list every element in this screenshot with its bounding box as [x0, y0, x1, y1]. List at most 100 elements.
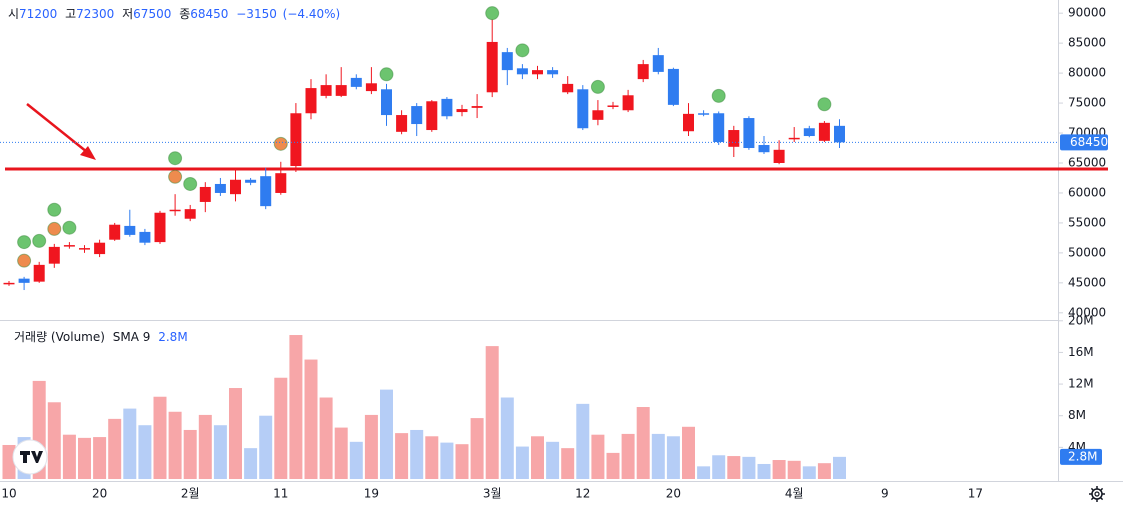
- y-tick-label: 45000: [1068, 275, 1106, 289]
- volume-bar: [334, 427, 348, 479]
- candle-body: [592, 110, 604, 120]
- candle-body: [63, 245, 75, 247]
- volume-bar: [742, 456, 756, 479]
- candle-body: [637, 64, 649, 80]
- volume-bar: [410, 429, 424, 479]
- candle-body: [18, 278, 30, 283]
- y-tick-label: 55000: [1068, 215, 1106, 229]
- candle-body: [94, 242, 106, 255]
- volume-bar: [787, 460, 801, 479]
- annotation-arrow: [26, 103, 93, 157]
- volume-bar: [319, 397, 333, 479]
- candle-body: [532, 70, 543, 75]
- candle-body: [48, 246, 60, 264]
- candle-body: [743, 118, 755, 149]
- candle-body: [683, 113, 694, 132]
- volume-bar: [78, 437, 91, 479]
- x-tick-label: 4월: [785, 487, 804, 501]
- volume-bar: [455, 444, 469, 479]
- x-tick-label: 12: [575, 487, 590, 501]
- volume-tick-label: 16M: [1068, 345, 1094, 359]
- volume-bar: [108, 418, 122, 479]
- x-tick-label: 20: [92, 487, 107, 501]
- x-tick-label: 2월: [181, 487, 200, 501]
- signal-marker: [515, 43, 530, 58]
- volume-bar: [682, 426, 695, 479]
- volume-bar: [621, 433, 635, 479]
- y-tick-label: 40000: [1068, 305, 1106, 319]
- candle-body: [471, 106, 483, 108]
- candle-body: [713, 113, 725, 143]
- x-tick-label: 19: [364, 487, 379, 501]
- volume-bar: [817, 463, 831, 479]
- signal-marker: [32, 233, 47, 248]
- candle-body: [109, 224, 121, 240]
- open-label: 시: [8, 7, 19, 21]
- candle-body: [350, 77, 362, 87]
- x-tick-label: 3월: [483, 487, 502, 501]
- tv-logo: [12, 439, 48, 475]
- volume-bar: [651, 433, 665, 479]
- candle-body: [79, 248, 90, 250]
- signal-marker: [47, 202, 62, 217]
- candle-body: [773, 149, 785, 163]
- close-value: 68450: [190, 7, 228, 21]
- volume-bar: [138, 425, 152, 479]
- volume-bar: [183, 429, 197, 479]
- candle-body: [154, 212, 166, 243]
- candle-body: [365, 83, 377, 92]
- candle-body: [230, 179, 241, 195]
- volume-bar: [304, 359, 318, 479]
- signal-marker: [485, 6, 500, 21]
- volume-bar: [2, 444, 16, 479]
- annotation-arrow-head: [80, 146, 96, 160]
- signal-marker: [590, 79, 605, 94]
- high-value: 72300: [76, 7, 114, 21]
- candle-body: [214, 183, 226, 193]
- volume-bar: [470, 418, 484, 479]
- candle-body: [501, 52, 513, 71]
- signal-marker: [168, 169, 183, 184]
- volume-bar: [47, 402, 61, 479]
- volume-bar: [168, 411, 182, 479]
- y-tick-label: 50000: [1068, 245, 1106, 259]
- x-tick-label: 17: [968, 487, 983, 501]
- volume-bar: [802, 466, 816, 479]
- volume-bar: [425, 436, 439, 479]
- plot: 4000045000500005500060000650007000075000…: [0, 6, 1108, 501]
- candle-body: [728, 130, 740, 147]
- candle-body: [260, 176, 272, 207]
- volume-tick-label: 20M: [1068, 313, 1094, 327]
- volume-bar: [666, 436, 680, 479]
- volume-bar: [440, 442, 454, 479]
- volume-bar: [123, 408, 137, 479]
- x-tick-label: 11: [273, 487, 288, 501]
- candle-body: [818, 122, 830, 141]
- candle-body: [169, 209, 181, 212]
- candle-body: [335, 85, 347, 96]
- volume-bar: [198, 414, 212, 479]
- change: −3150: [236, 7, 277, 21]
- candle-body: [199, 186, 211, 202]
- volume-bar: [561, 448, 575, 479]
- low-value: 67500: [133, 7, 171, 21]
- candle-body: [320, 85, 332, 96]
- volume-bar: [349, 441, 363, 479]
- volume-bar: [712, 455, 726, 479]
- candle-body: [456, 109, 468, 113]
- volume-bar: [515, 446, 529, 479]
- signal-marker: [168, 151, 183, 166]
- y-tick-label: 75000: [1068, 96, 1106, 110]
- volume-bar: [531, 436, 544, 479]
- low-label: 저: [122, 7, 133, 21]
- candle-body: [516, 68, 528, 75]
- candle-body: [486, 41, 498, 93]
- volume-bar: [591, 434, 605, 479]
- settings-icon[interactable]: [1089, 486, 1105, 502]
- volume-bar: [576, 403, 590, 479]
- volume-bar: [757, 463, 771, 479]
- volume-bar: [380, 389, 393, 479]
- candle-body: [290, 113, 302, 166]
- volume-bar: [833, 456, 846, 479]
